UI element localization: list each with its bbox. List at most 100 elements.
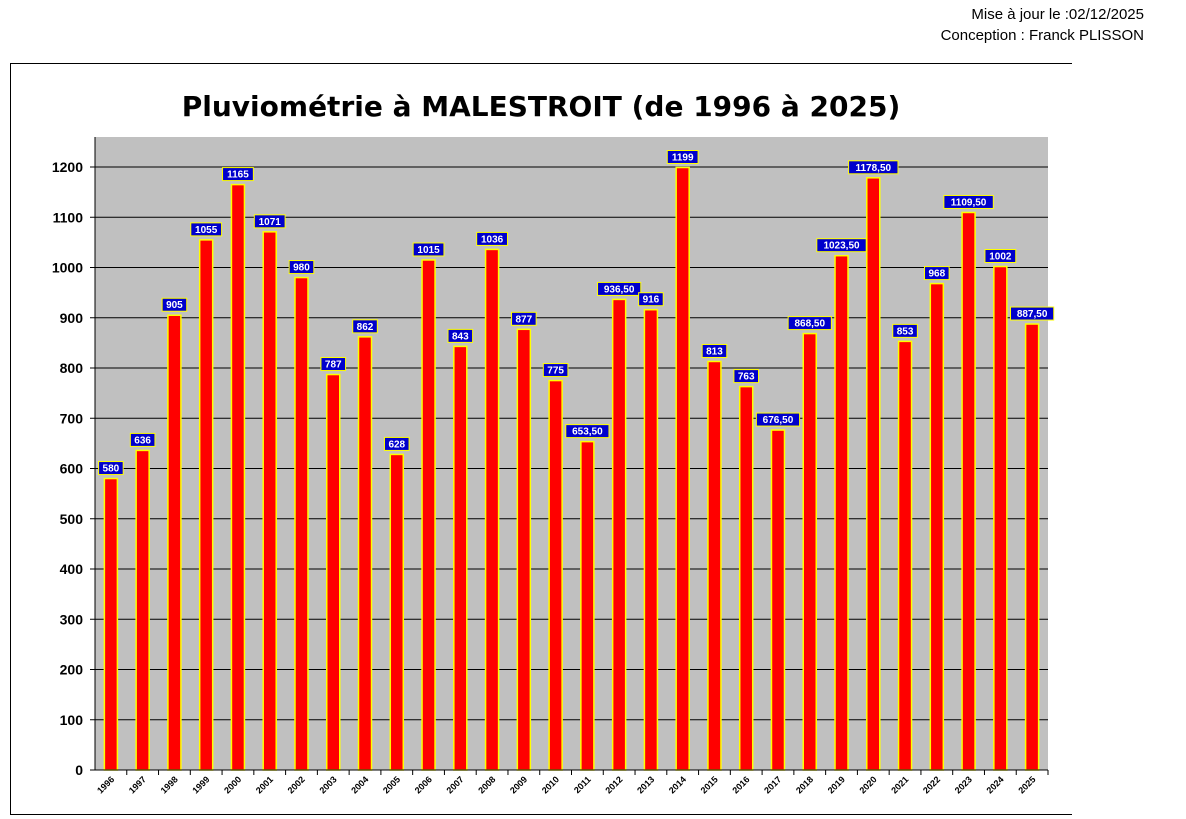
data-label: 628 bbox=[383, 436, 410, 451]
data-label-text: 868,50 bbox=[794, 319, 825, 330]
x-tick-label: 1998 bbox=[159, 774, 180, 795]
x-tick-label: 2019 bbox=[826, 774, 847, 795]
chart-frame bbox=[10, 63, 1072, 815]
y-tick-label: 700 bbox=[60, 410, 84, 426]
bar bbox=[770, 429, 786, 771]
data-label-text: 580 bbox=[103, 464, 120, 475]
x-tick-label: 2010 bbox=[540, 774, 561, 795]
data-label: 968 bbox=[924, 266, 950, 281]
x-tick-label: 2001 bbox=[254, 774, 275, 795]
data-label: 1109,50 bbox=[943, 194, 994, 209]
y-tick-label: 900 bbox=[60, 310, 84, 326]
y-tick-label: 0 bbox=[75, 762, 83, 778]
data-label: 1036 bbox=[476, 231, 508, 246]
data-label-text: 862 bbox=[357, 322, 374, 333]
y-tick-label: 600 bbox=[60, 461, 84, 477]
y-tick-label: 1100 bbox=[53, 209, 84, 225]
x-tick-label: 2024 bbox=[985, 774, 1006, 795]
data-label-text: 1015 bbox=[417, 245, 440, 256]
x-tick-label: 2020 bbox=[857, 774, 878, 795]
x-tick-label: 2017 bbox=[762, 774, 783, 795]
data-label-text: 1023,50 bbox=[823, 241, 860, 252]
bar bbox=[643, 308, 659, 771]
data-label-box bbox=[733, 369, 760, 384]
bar bbox=[961, 211, 976, 771]
y-tick-label: 400 bbox=[60, 561, 84, 577]
data-label-text: 877 bbox=[516, 314, 533, 325]
x-tick-label: 2016 bbox=[730, 774, 751, 795]
data-label-text: 1199 bbox=[672, 153, 694, 164]
data-label: 653,50 bbox=[565, 424, 610, 439]
bar bbox=[738, 385, 754, 771]
data-label-text: 813 bbox=[706, 346, 723, 357]
data-label: 916 bbox=[638, 292, 664, 307]
data-label: 787 bbox=[320, 357, 347, 372]
y-tick-label: 1000 bbox=[52, 260, 83, 276]
data-label: 763 bbox=[733, 369, 760, 384]
data-label: 1165 bbox=[222, 167, 254, 182]
data-label-text: 916 bbox=[643, 295, 660, 306]
data-label-text: 1071 bbox=[259, 217, 282, 228]
data-label-box bbox=[447, 328, 474, 343]
data-label-text: 1036 bbox=[481, 234, 504, 245]
data-label-text: 1178,50 bbox=[855, 163, 891, 174]
data-label-box bbox=[476, 231, 508, 246]
data-label: 1015 bbox=[412, 242, 445, 257]
x-tick-label: 1997 bbox=[127, 774, 148, 795]
data-label-box bbox=[412, 242, 445, 257]
data-label: 843 bbox=[447, 328, 474, 343]
data-label-box bbox=[320, 357, 347, 372]
data-label-text: 676,50 bbox=[763, 415, 794, 426]
data-label: 862 bbox=[352, 319, 378, 334]
data-label-box bbox=[666, 150, 699, 165]
update-date-text: Mise à jour le :02/12/2025 bbox=[971, 6, 1144, 23]
data-label-box bbox=[565, 424, 610, 439]
y-tick-label: 300 bbox=[60, 611, 84, 627]
bar bbox=[929, 282, 945, 771]
x-tick-label: 2008 bbox=[476, 774, 497, 795]
data-label-box bbox=[222, 167, 254, 182]
data-label-box bbox=[190, 222, 223, 237]
y-tick-label: 200 bbox=[60, 662, 84, 678]
data-label: 676,50 bbox=[755, 412, 801, 427]
data-label-text: 653,50 bbox=[572, 427, 603, 438]
data-label: 1023,50 bbox=[816, 238, 867, 253]
data-label-box bbox=[943, 194, 994, 209]
data-label-box bbox=[816, 238, 867, 253]
data-label: 580 bbox=[98, 461, 124, 476]
data-label-box bbox=[597, 281, 642, 296]
data-label: 1055 bbox=[190, 222, 223, 237]
bar bbox=[993, 265, 1008, 771]
data-label-text: 887,50 bbox=[1017, 309, 1048, 320]
data-label-text: 775 bbox=[547, 366, 564, 377]
x-tick-label: 2000 bbox=[222, 774, 243, 795]
data-label: 887,50 bbox=[1010, 306, 1055, 321]
data-label-box bbox=[984, 248, 1017, 263]
data-label-box bbox=[924, 266, 950, 281]
y-tick-label: 1200 bbox=[52, 159, 83, 175]
data-label-text: 628 bbox=[388, 439, 405, 450]
x-tick-label: 2007 bbox=[444, 774, 465, 795]
chart-title: Pluviométrie à MALESTROIT (de 1996 à 202… bbox=[182, 90, 901, 123]
bar bbox=[834, 254, 849, 771]
y-tick-label: 100 bbox=[60, 712, 84, 728]
data-label-box bbox=[253, 214, 286, 229]
data-label-box bbox=[511, 311, 537, 326]
data-label-box bbox=[288, 260, 315, 275]
data-label: 936,50 bbox=[597, 281, 642, 296]
data-label-text: 1055 bbox=[195, 225, 218, 236]
data-label: 877 bbox=[511, 311, 537, 326]
x-axis: 1996 1997 1998 1999 2000 2001 2002 2003 2004 2005… bbox=[95, 769, 1049, 796]
bar bbox=[484, 248, 500, 771]
x-tick-label: 1999 bbox=[190, 774, 211, 795]
x-tick-label: 2012 bbox=[603, 774, 624, 795]
y-tick-label: 800 bbox=[60, 360, 84, 376]
x-tick-label: 2025 bbox=[1016, 774, 1037, 795]
bar bbox=[326, 373, 341, 771]
data-label-text: 968 bbox=[928, 269, 945, 280]
data-label-box bbox=[701, 343, 728, 358]
bar bbox=[262, 231, 277, 771]
bar bbox=[135, 449, 150, 771]
bar bbox=[103, 477, 119, 771]
